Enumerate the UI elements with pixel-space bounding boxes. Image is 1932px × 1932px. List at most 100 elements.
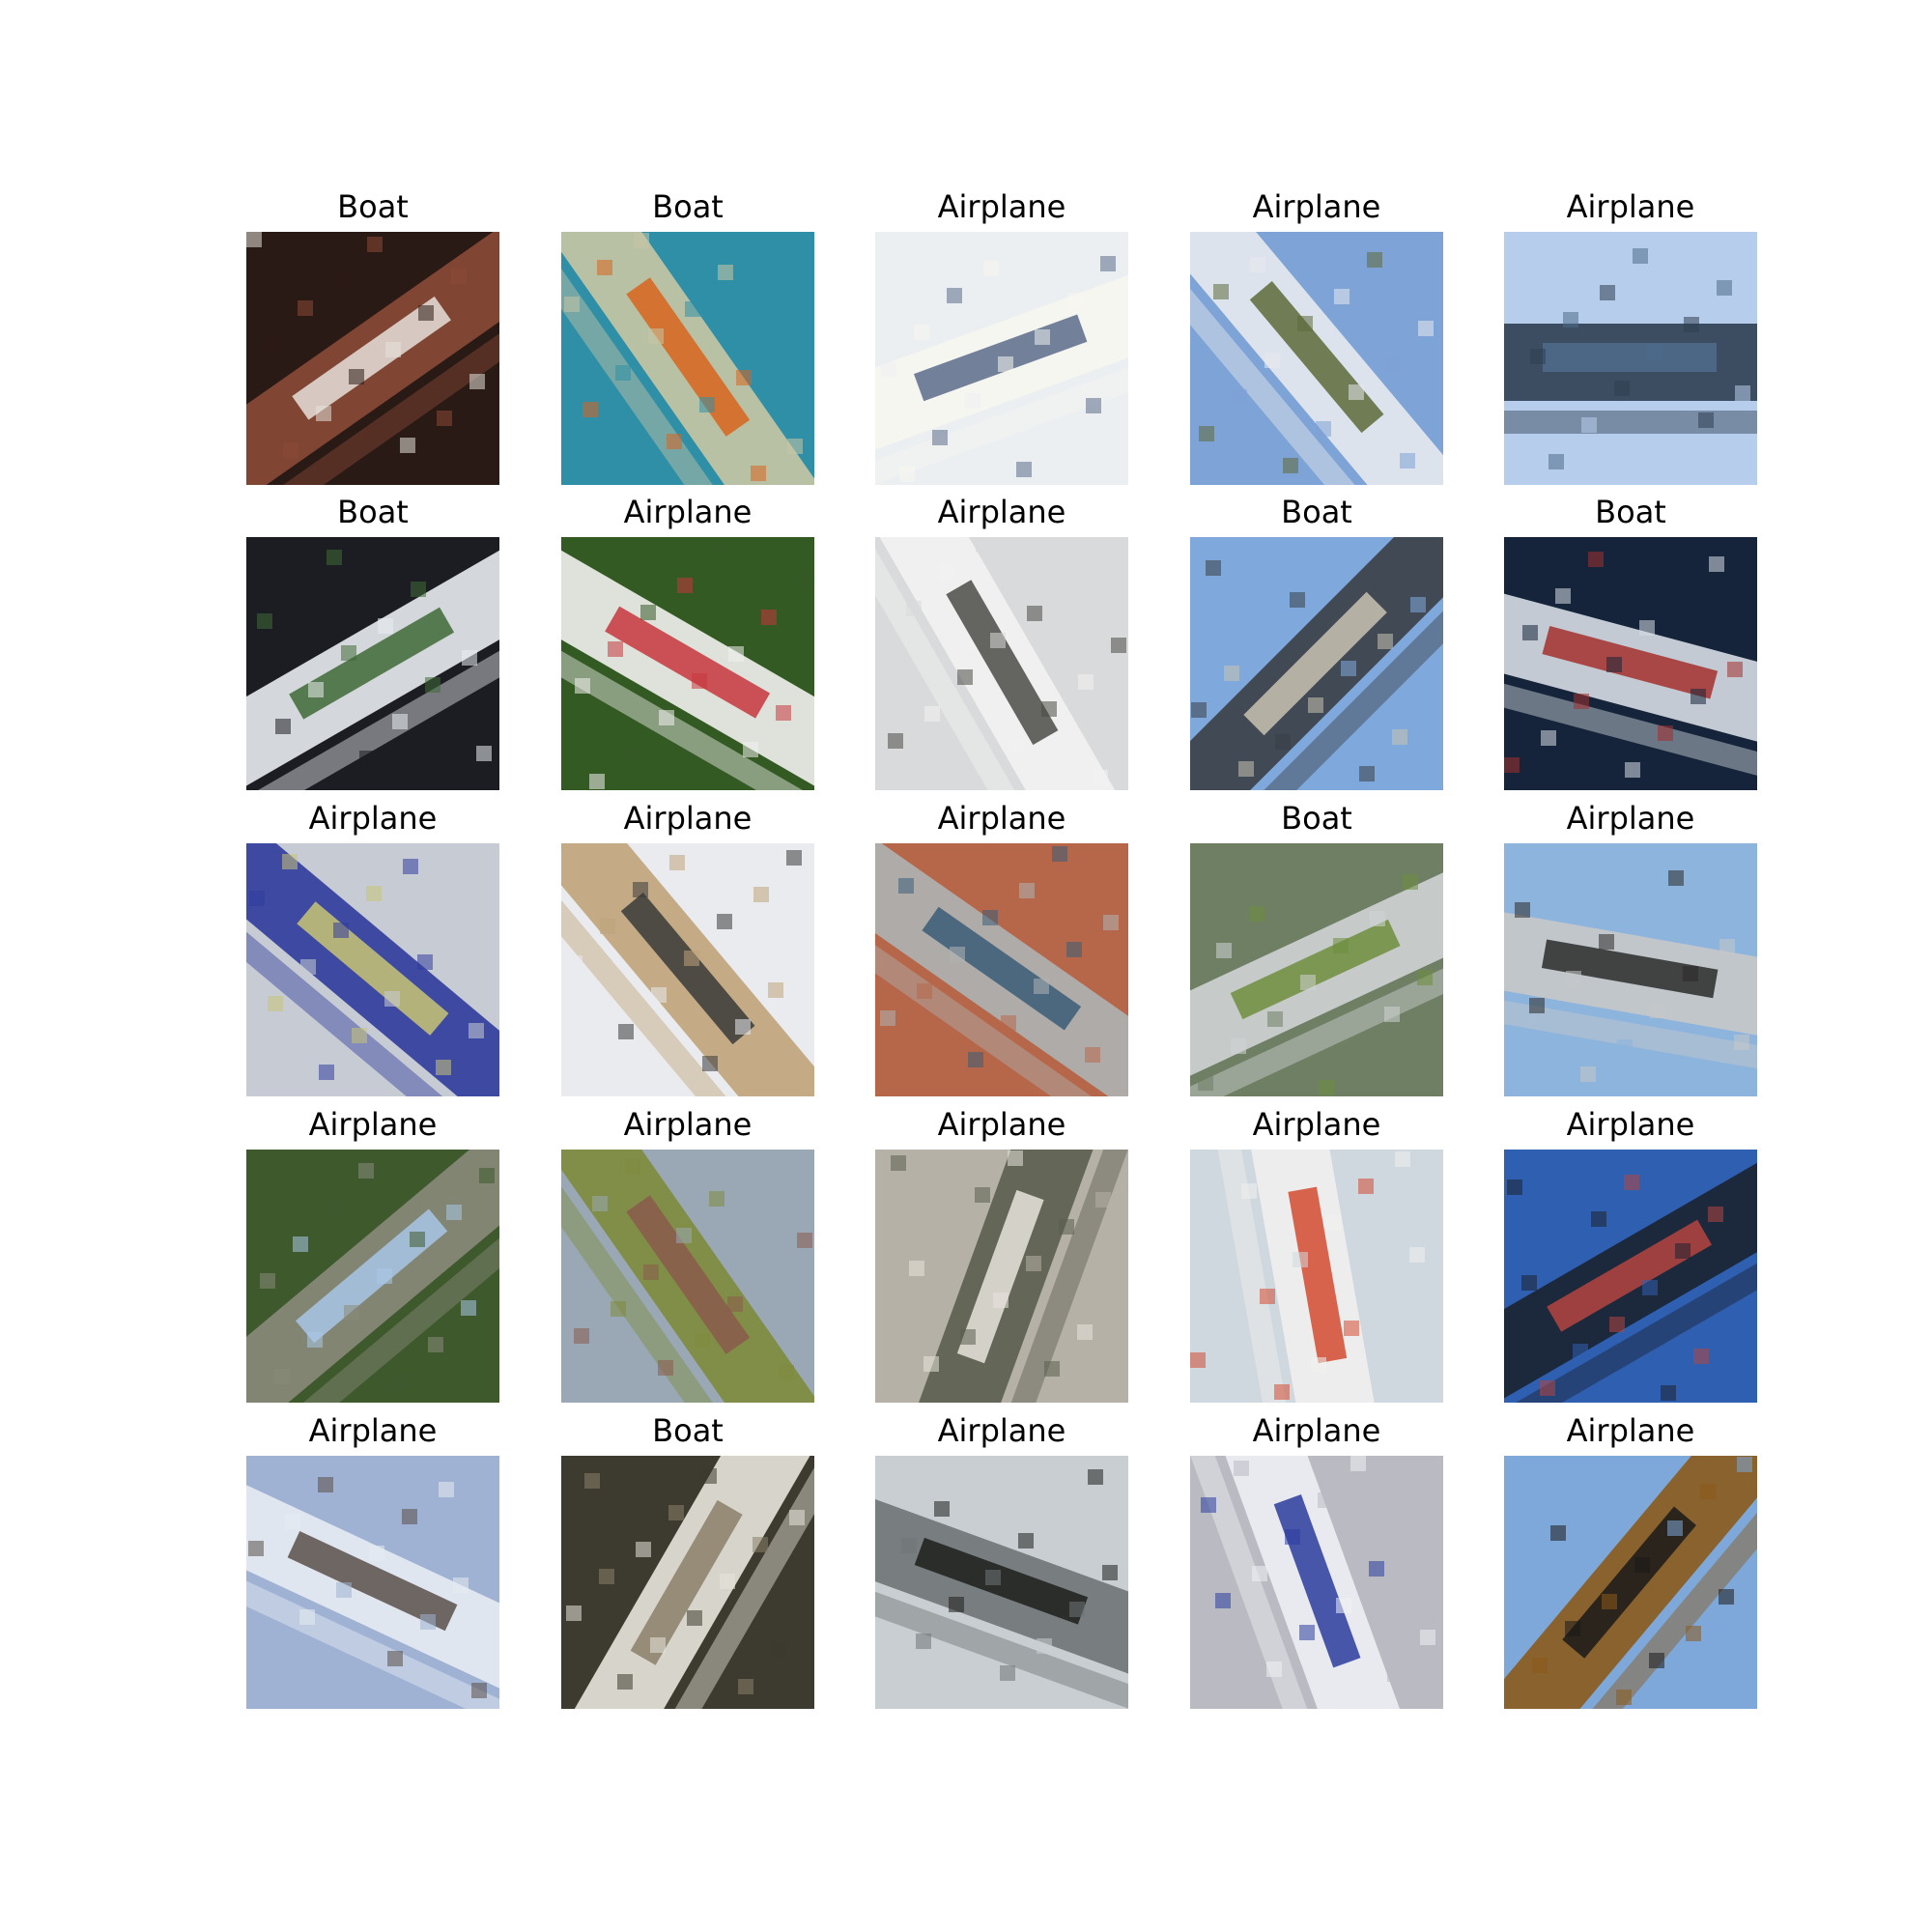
- image-tile: Boat: [1190, 797, 1443, 1096]
- tile-label: Airplane: [308, 1412, 438, 1449]
- photo-white-plane-closeup: [875, 232, 1128, 485]
- image-tile: Airplane: [246, 797, 499, 1096]
- tile-image: [1190, 1150, 1443, 1403]
- image-tile: Airplane: [1504, 797, 1757, 1096]
- tile-label: Boat: [652, 188, 724, 225]
- image-tile: Airplane: [561, 797, 814, 1096]
- tile-image: [246, 1150, 499, 1403]
- image-tile: Boat: [246, 491, 499, 790]
- photo-tall-ship-sky: [1190, 537, 1443, 790]
- image-tile: Airplane: [561, 491, 814, 790]
- photo-cabin-interior: [246, 843, 499, 1096]
- photo-jet-wings-closeup: [1504, 1150, 1757, 1403]
- tile-label: Airplane: [308, 1106, 438, 1143]
- tile-image: [246, 1456, 499, 1709]
- image-tile: Boat: [561, 1409, 814, 1709]
- image-tile: Airplane: [1504, 1103, 1757, 1403]
- tile-label: Airplane: [937, 1106, 1066, 1143]
- tile-label: Airplane: [1252, 188, 1381, 225]
- tile-image: [875, 843, 1128, 1096]
- photo-plane-brick-rooftop: [875, 843, 1128, 1096]
- photo-jet-fighter-sky: [1504, 232, 1757, 485]
- photo-biplane-field: [561, 1150, 814, 1403]
- tile-label: Airplane: [937, 800, 1066, 837]
- image-tile: Boat: [561, 185, 814, 485]
- tile-image: [561, 1150, 814, 1403]
- tile-image: [561, 232, 814, 485]
- image-tile: Airplane: [875, 797, 1128, 1096]
- image-tile: Boat: [1504, 491, 1757, 790]
- image-tile: Airplane: [875, 491, 1128, 790]
- image-tile: Airplane: [1190, 1103, 1443, 1403]
- image-tile: Airplane: [875, 1409, 1128, 1709]
- photo-boat-topdown-turquoise: [561, 232, 814, 485]
- photo-speedboat-wake: [1504, 537, 1757, 790]
- tile-label: Boat: [1281, 494, 1352, 530]
- tile-label: Boat: [337, 494, 409, 530]
- photo-boat-hull-diagonal: [246, 232, 499, 485]
- tile-image: [1190, 232, 1443, 485]
- tile-image: [1504, 1456, 1757, 1709]
- photo-hull-closeup-dark: [561, 1456, 814, 1709]
- image-tile: Airplane: [875, 185, 1128, 485]
- tile-image: [1504, 537, 1757, 790]
- tile-label: Boat: [1595, 494, 1666, 530]
- tile-label: Airplane: [1566, 1412, 1695, 1449]
- photo-plane-trees-tilted: [246, 1150, 499, 1403]
- image-tile: Airplane: [875, 1103, 1128, 1403]
- image-tile: Airplane: [561, 1103, 814, 1403]
- photo-orange-jet-sky: [1504, 1456, 1757, 1709]
- tile-image: [1504, 232, 1757, 485]
- image-tile: Airplane: [246, 1103, 499, 1403]
- photo-airliner-ground-tilted: [1190, 232, 1443, 485]
- tile-label: Airplane: [1566, 1106, 1695, 1143]
- image-tile: Airplane: [1504, 185, 1757, 485]
- tile-label: Airplane: [937, 494, 1066, 530]
- photo-white-boat-angled: [246, 537, 499, 790]
- tile-label: Airplane: [937, 1412, 1066, 1449]
- tile-label: Boat: [337, 188, 409, 225]
- tile-label: Airplane: [623, 800, 753, 837]
- tile-label: Airplane: [1566, 188, 1695, 225]
- image-tile: Airplane: [246, 1409, 499, 1709]
- image-tile: Airplane: [1504, 1409, 1757, 1709]
- photo-boat-water-green: [1190, 843, 1443, 1096]
- tile-image: [875, 537, 1128, 790]
- tile-image: [1504, 1150, 1757, 1403]
- photo-plane-cloudy-sky: [875, 1150, 1128, 1403]
- tile-image: [1190, 843, 1443, 1096]
- tile-label: Airplane: [623, 1106, 753, 1143]
- photo-runway-diagonal: [561, 843, 814, 1096]
- tile-label: Airplane: [308, 800, 438, 837]
- tile-image: [246, 537, 499, 790]
- photo-engine-closeup: [875, 537, 1128, 790]
- tile-image: [561, 1456, 814, 1709]
- tile-image: [561, 537, 814, 790]
- image-tile: Boat: [246, 185, 499, 485]
- tile-image: [1190, 1456, 1443, 1709]
- image-tile: Boat: [1190, 491, 1443, 790]
- tile-image: [246, 232, 499, 485]
- photo-airliner-tarmac: [1190, 1456, 1443, 1709]
- tile-label: Boat: [1281, 800, 1352, 837]
- image-tile: Airplane: [1190, 185, 1443, 485]
- tile-image: [561, 843, 814, 1096]
- photo-transport-plane-sky: [1504, 843, 1757, 1096]
- tile-label: Airplane: [623, 494, 753, 530]
- photo-model-plane-grass: [561, 537, 814, 790]
- tile-label: Airplane: [937, 188, 1066, 225]
- photo-cockpit-view-clouds: [875, 1456, 1128, 1709]
- image-tile: Airplane: [1190, 1409, 1443, 1709]
- tile-label: Boat: [652, 1412, 724, 1449]
- photo-aerobatic-jet-vertical: [1190, 1150, 1443, 1403]
- tile-image: [246, 843, 499, 1096]
- tile-label: Airplane: [1252, 1106, 1381, 1143]
- tile-label: Airplane: [1566, 800, 1695, 837]
- tile-image: [1504, 843, 1757, 1096]
- tile-label: Airplane: [1252, 1412, 1381, 1449]
- photo-formation-clouds: [246, 1456, 499, 1709]
- tile-image: [875, 232, 1128, 485]
- tile-image: [1190, 537, 1443, 790]
- tile-image: [875, 1150, 1128, 1403]
